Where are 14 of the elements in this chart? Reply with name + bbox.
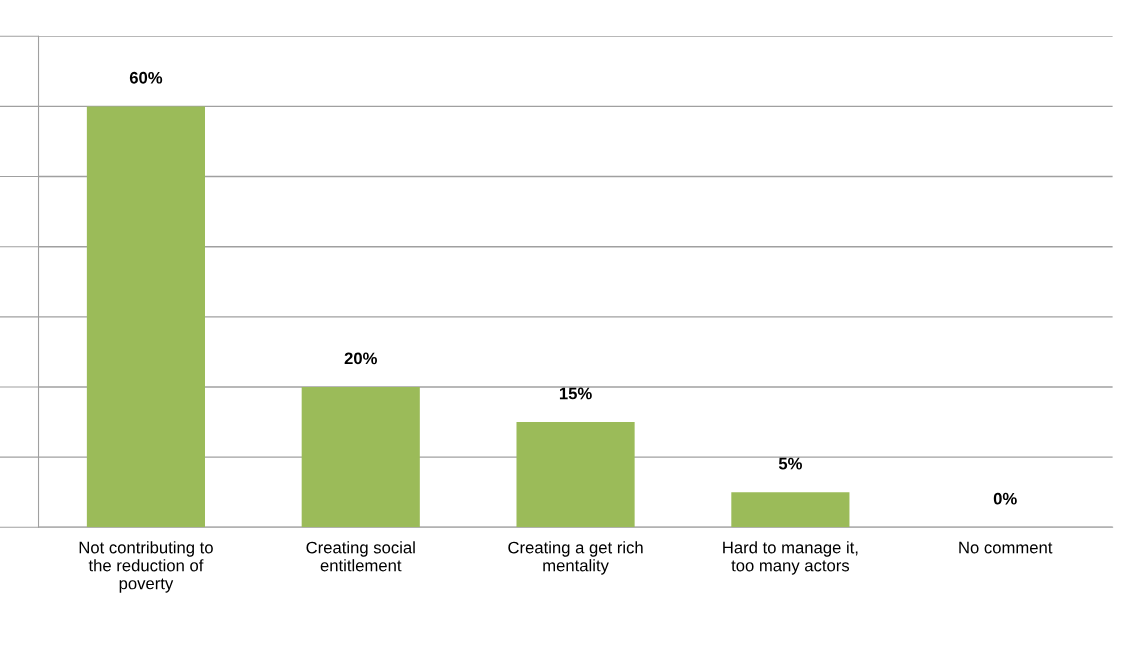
bar	[86, 106, 206, 528]
x-tick-label: Not contributing to the reduction of poverty	[79, 541, 213, 593]
data-label: 0%	[993, 492, 1017, 505]
data-label: 60%	[129, 71, 163, 84]
bar	[301, 387, 420, 528]
x-tick-label: Creating a get rich mentality	[508, 541, 643, 575]
x-tick-label: No comment	[959, 541, 1053, 554]
data-label: 5%	[778, 457, 802, 470]
bar	[516, 422, 635, 528]
bar	[731, 492, 850, 528]
x-tick-label: Hard to manage it, too many actors	[723, 541, 858, 575]
x-tick-label: Creating social entitlement	[306, 541, 415, 572]
data-label: 15%	[559, 387, 592, 400]
data-label: 20%	[344, 352, 377, 365]
